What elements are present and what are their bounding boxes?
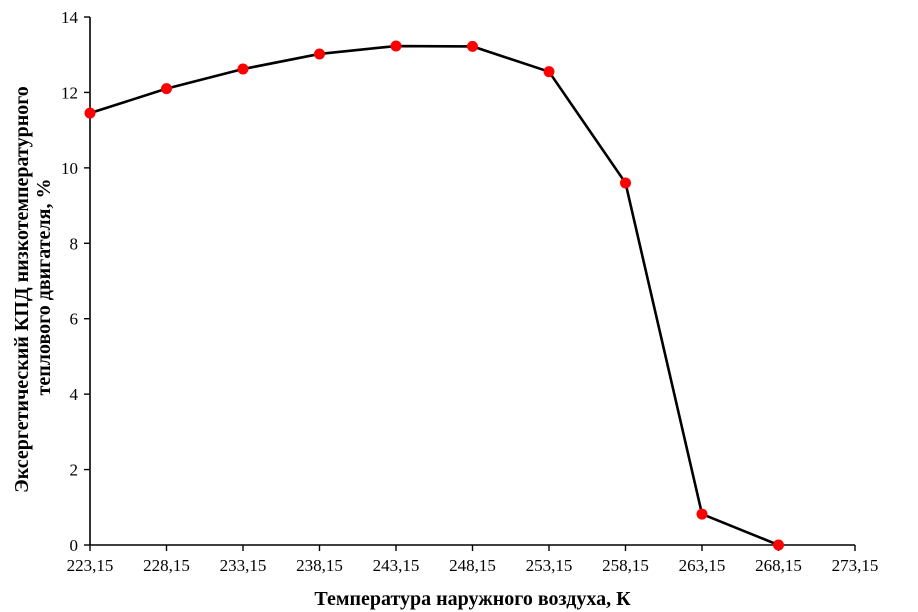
x-ticks: 223,15 228,15 233,15 238,15 243,15 248,15 253,… (67, 545, 879, 575)
x-tick-label: 253,15 (526, 556, 573, 575)
axes (89, 17, 855, 546)
series-line (89, 44, 779, 547)
x-axis-title: Температура наружного воздуха, К (314, 588, 631, 610)
x-tick-label: 233,15 (220, 556, 267, 575)
x-tick-label: 263,15 (679, 556, 726, 575)
data-point (620, 177, 631, 189)
y-tick-label: 4 (70, 385, 79, 404)
x-tick-label: 268,15 (755, 556, 802, 575)
y-axis-title-line-2: теплового двигателя, % (33, 179, 55, 396)
data-point (237, 63, 249, 75)
data-point (696, 508, 708, 520)
y-axis-title: Эксергетический КПД низкотемпературного … (11, 81, 55, 493)
data-point (773, 539, 784, 551)
x-tick-label: 238,15 (296, 556, 343, 575)
x-tick-label: 223,15 (67, 556, 114, 575)
x-tick-label: 243,15 (373, 556, 420, 575)
y-tick-label: 6 (70, 310, 79, 329)
data-point (467, 40, 478, 52)
y-tick-label: 10 (61, 159, 78, 178)
x-tick-label: 248,15 (449, 556, 496, 575)
data-point (314, 48, 325, 60)
x-tick-label: 258,15 (602, 556, 649, 575)
data-point (543, 66, 555, 78)
y-tick-label: 2 (70, 461, 79, 480)
data-point (390, 40, 402, 52)
x-tick-label: 273,15 (832, 556, 879, 575)
data-point (84, 107, 96, 119)
x-tick-label: 228,15 (143, 556, 190, 575)
y-tick-label: 0 (70, 536, 79, 555)
y-tick-label: 14 (61, 8, 79, 27)
y-tick-label: 12 (61, 83, 78, 102)
series (84, 40, 784, 551)
y-axis-title-line-1: Эксергетический КПД низкотемпературного (11, 86, 33, 493)
y-tick-label: 8 (70, 234, 79, 253)
data-point (161, 83, 172, 95)
y-ticks: 0 2 4 6 8 10 12 14 (61, 8, 90, 555)
